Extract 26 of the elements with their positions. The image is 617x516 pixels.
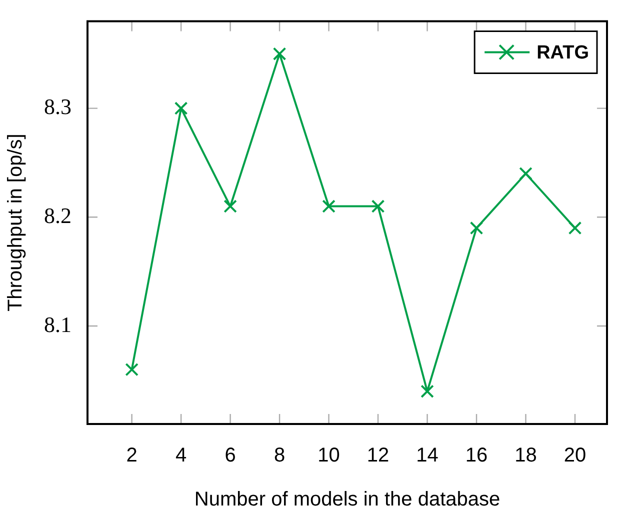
x-tick-label: 2 (126, 444, 138, 467)
y-tick-label: 8.1 (44, 312, 72, 337)
x-tick-label: 10 (318, 444, 340, 467)
point (322, 200, 336, 213)
point (174, 102, 188, 115)
point (420, 384, 434, 398)
point (519, 166, 532, 180)
x-tick-label: 6 (224, 444, 236, 467)
x-tick-label: 12 (366, 444, 390, 467)
x-tick-label: 16 (465, 444, 488, 467)
point (568, 221, 582, 235)
x-tick-label: 18 (514, 444, 537, 467)
x-tick-label: 20 (564, 444, 586, 467)
point (224, 200, 237, 213)
x-tick-label: 14 (416, 444, 438, 467)
y-tick-label: 8.2 (44, 202, 72, 228)
point (125, 362, 138, 376)
x-tick-label: 4 (175, 444, 187, 467)
y-axis-title: Throughput in [op/s] (4, 134, 27, 312)
point (371, 200, 385, 213)
point (272, 47, 286, 61)
y-tick-label: 8.3 (44, 94, 72, 120)
x-tick-label: 8 (274, 444, 286, 467)
legend-label: RATG (536, 42, 590, 64)
point (470, 221, 484, 235)
x-axis-title: Number of models in the database (194, 488, 500, 511)
